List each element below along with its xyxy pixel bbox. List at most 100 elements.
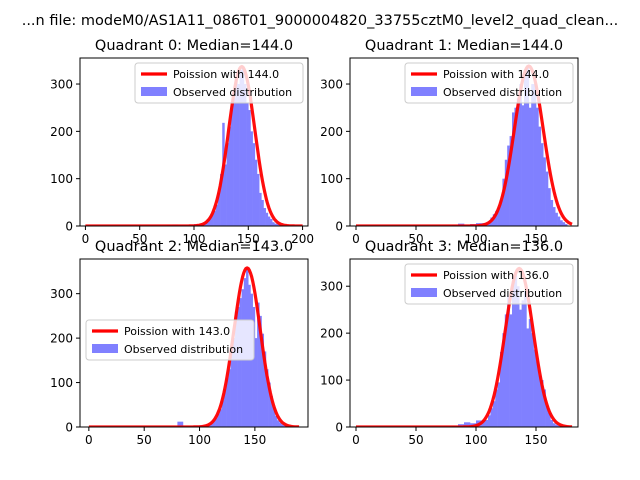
x-tick-label: 50	[137, 433, 152, 447]
legend-bar-swatch	[141, 87, 167, 96]
histogram-bar	[514, 107, 518, 226]
legend-label: Observed distribution	[124, 343, 243, 356]
histogram-bar	[564, 224, 568, 226]
x-tick-label: 0	[85, 433, 93, 447]
histogram-bar	[239, 69, 243, 226]
histogram-bar	[265, 212, 269, 226]
histogram-bar	[283, 425, 287, 427]
y-tick-label: 300	[320, 280, 343, 294]
y-tick-label: 100	[320, 374, 343, 388]
histogram-bar	[217, 192, 221, 226]
x-tick-label: 50	[408, 232, 423, 246]
x-tick-label: 100	[188, 433, 211, 447]
histogram-bar	[550, 199, 554, 226]
histogram-bar	[502, 333, 506, 427]
axes-frame	[349, 57, 579, 227]
histogram-bar	[504, 159, 508, 226]
histogram-bar	[557, 216, 561, 226]
x-tick-label: 150	[525, 232, 548, 246]
legend-box	[404, 263, 574, 305]
histogram-bar	[213, 210, 217, 226]
histogram-bar	[545, 405, 549, 427]
histogram-bar	[234, 311, 238, 427]
histogram-bar	[512, 112, 515, 226]
x-tick-label: 150	[243, 433, 266, 447]
panels: Quadrant 0: Median=144.0 0 50 100 150 200 0 100…	[50, 38, 579, 447]
y-tick-label: 100	[320, 172, 343, 186]
histogram-bar	[519, 309, 522, 427]
quadrant-panel: Quadrant 0: Median=144.0 0 50 100 150 200 0 100…	[50, 38, 314, 246]
y-tick-label: 300	[50, 287, 73, 301]
histogram-bar	[548, 188, 551, 226]
histogram-bar	[254, 159, 258, 226]
histogram-bar	[272, 222, 275, 226]
histogram-bar	[526, 66, 530, 226]
histogram-bar	[259, 315, 262, 427]
histogram-bar	[248, 110, 251, 226]
histogram-bar	[281, 424, 284, 427]
histogram-bar	[211, 214, 214, 226]
histogram-bar	[555, 212, 558, 226]
histogram-bar	[492, 214, 496, 226]
plot-area	[355, 266, 573, 427]
histogram-bar	[538, 375, 542, 427]
histogram-bar	[274, 223, 277, 226]
histogram-bar	[263, 351, 267, 427]
y-tick-label: 100	[50, 172, 73, 186]
histogram-bar	[495, 210, 498, 226]
legend-label: Poission with 144.0	[173, 68, 279, 81]
histogram-bar	[215, 204, 219, 226]
y-tick-label: 200	[320, 125, 343, 139]
histogram-bar	[500, 199, 503, 226]
histogram-bar	[267, 216, 271, 226]
legend-box	[85, 319, 255, 361]
histogram-bar	[497, 382, 501, 427]
histogram-bar	[552, 423, 556, 427]
x-tick-label: 200	[291, 232, 314, 246]
y-tick-label: 200	[320, 327, 343, 341]
histogram-bar	[516, 98, 520, 226]
histogram-bar	[230, 105, 234, 226]
legend-bar-swatch	[411, 288, 437, 297]
histogram-bar	[232, 338, 236, 427]
histogram-bar	[239, 298, 242, 427]
histogram-bar	[521, 300, 525, 427]
histogram-bar	[259, 192, 262, 226]
x-tick-label: 0	[82, 232, 90, 246]
x-tick-label: 100	[465, 433, 488, 447]
x-tick-label: 0	[352, 232, 360, 246]
histogram-bar	[533, 349, 537, 427]
y-tick-label: 100	[50, 376, 73, 390]
x-tick-label: 100	[465, 232, 488, 246]
histogram-bar	[543, 157, 546, 226]
legend-box	[134, 62, 304, 104]
histogram-bar	[223, 389, 227, 427]
histogram-bar	[257, 302, 260, 427]
x-tick-label: 50	[132, 232, 147, 246]
x-tick-label: 100	[183, 232, 206, 246]
histogram-bar	[252, 143, 256, 226]
y-tick-label: 0	[335, 220, 343, 234]
histogram-bar	[540, 380, 544, 427]
histogram-bar	[482, 419, 489, 427]
histogram-bar	[509, 314, 513, 427]
histogram-bar	[254, 338, 258, 427]
histogram-bar	[209, 216, 212, 226]
histogram-bar	[521, 105, 525, 226]
histogram-bar	[177, 421, 184, 427]
histogram-bar	[526, 328, 530, 427]
histogram-bar	[207, 218, 210, 226]
histogram-bar	[500, 351, 503, 427]
histogram-bar	[531, 333, 534, 427]
histogram-bar	[243, 84, 247, 226]
histogram-bar	[268, 382, 271, 427]
histogram-bar	[228, 369, 231, 427]
y-tick-label: 0	[65, 220, 73, 234]
histogram-bar	[562, 222, 566, 226]
histogram-bar	[524, 74, 527, 226]
quadrant-panel: Quadrant 1: Median=144.0 0 50 100 150 0 100 200…	[320, 38, 579, 246]
histogram-bar	[509, 136, 513, 226]
histogram-bar	[256, 173, 260, 226]
histogram-bar	[531, 84, 534, 226]
histogram-bar	[507, 145, 510, 226]
